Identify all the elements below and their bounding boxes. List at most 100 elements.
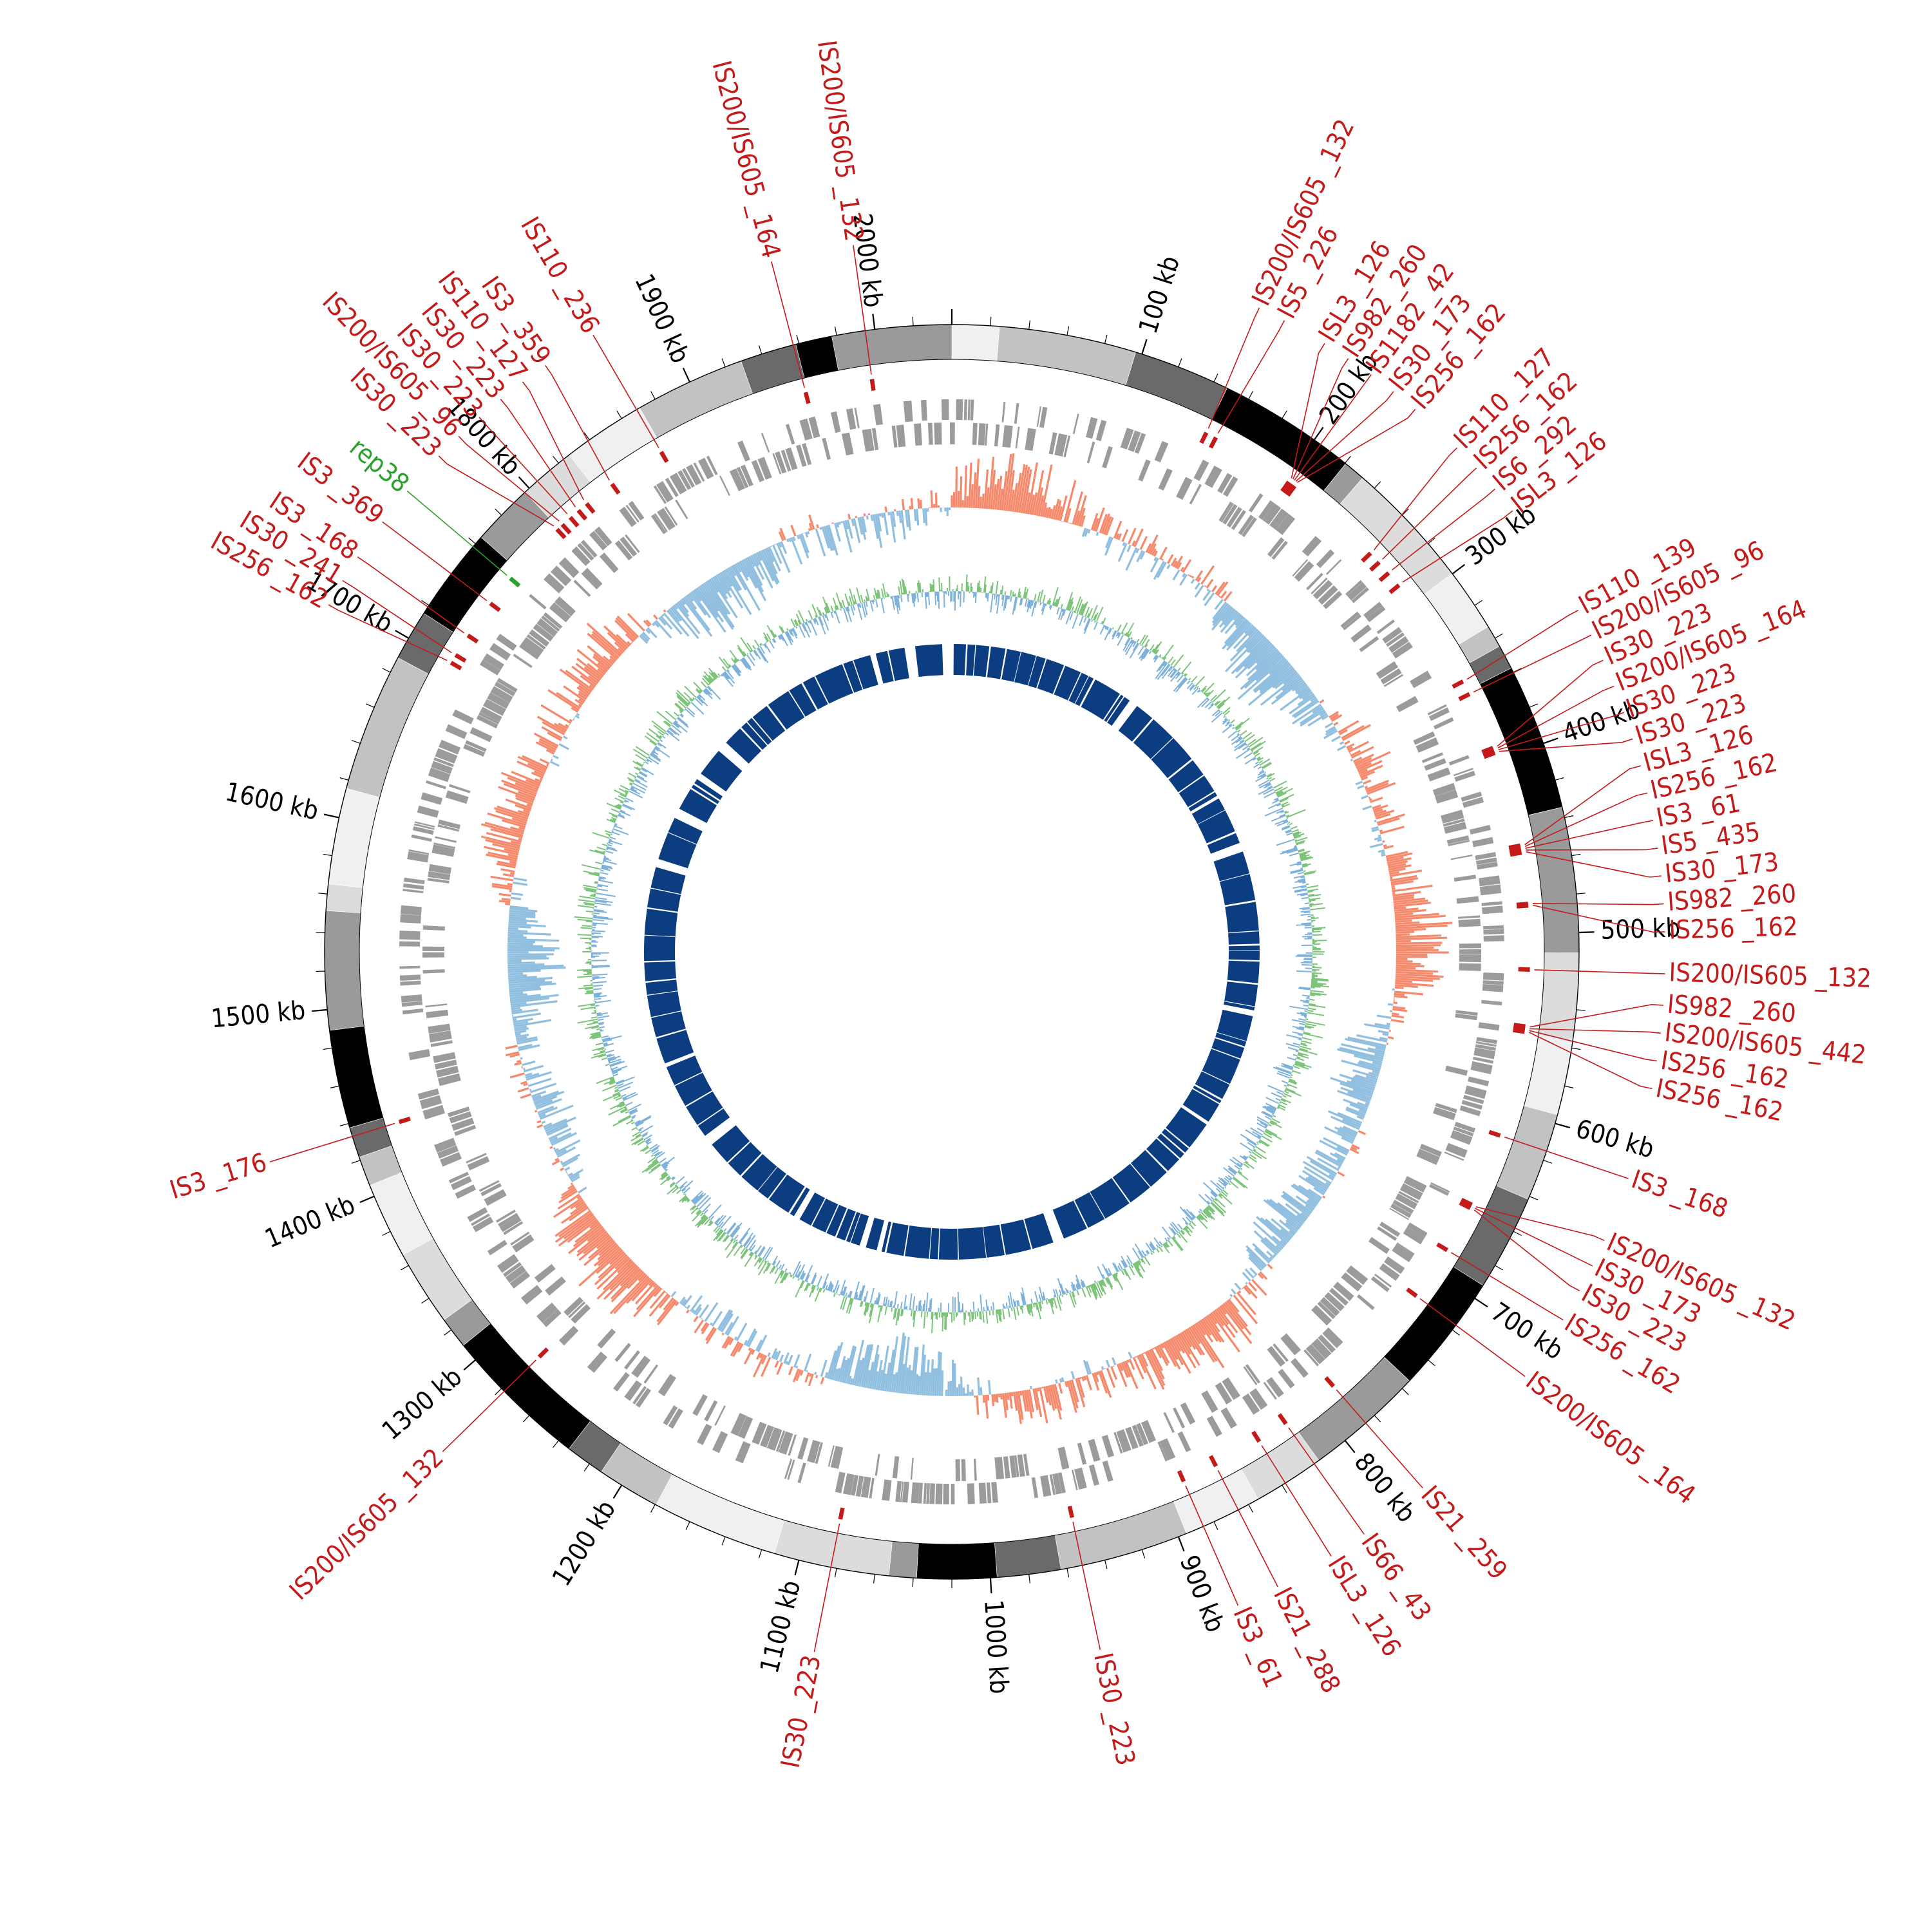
orf-block — [891, 425, 898, 448]
orf-block — [1072, 413, 1079, 435]
orf-block — [467, 1207, 488, 1222]
orf-block — [422, 946, 444, 951]
callout-leader — [1185, 1485, 1239, 1606]
callout-leader — [1475, 1206, 1605, 1242]
orf-block — [1001, 401, 1006, 422]
orf-block — [698, 457, 714, 480]
orf-block — [1242, 1393, 1260, 1415]
minor-tick — [1401, 1388, 1409, 1396]
orf-block — [1280, 1333, 1302, 1356]
callout-leader — [1382, 468, 1477, 560]
orf-block — [632, 1386, 647, 1405]
orf-block — [663, 1405, 678, 1426]
orf-block — [1311, 1338, 1332, 1359]
orf-block — [963, 399, 968, 421]
inner-block-track — [643, 644, 1260, 1260]
orf-block — [950, 422, 953, 444]
orf-block — [1379, 1222, 1401, 1237]
orf-block — [1292, 559, 1309, 577]
orf-block — [1462, 797, 1484, 808]
orf-block — [1376, 619, 1395, 634]
orf-block — [448, 1106, 470, 1117]
orf-block — [1243, 1366, 1258, 1385]
orf-block — [613, 1372, 630, 1392]
orf-block — [1324, 1292, 1345, 1312]
orf-block — [497, 1254, 519, 1273]
is-element-mark — [1177, 1470, 1186, 1482]
callout-leader — [1524, 765, 1641, 846]
orf-block — [1136, 1423, 1149, 1445]
orf-block — [714, 1405, 726, 1426]
is-element-label: IS256 _162 — [1669, 912, 1798, 945]
orf-block — [761, 432, 770, 453]
is-element-mark — [1209, 1455, 1218, 1468]
orf-block — [480, 1183, 502, 1197]
orf-block — [978, 423, 986, 446]
orf-block — [437, 1073, 461, 1086]
homology-block — [1130, 1150, 1167, 1187]
homology-block — [958, 1227, 987, 1260]
homology-block — [1193, 1085, 1222, 1103]
orf-block — [693, 462, 705, 482]
orf-block — [1306, 573, 1323, 591]
callout-leader — [342, 580, 452, 654]
orf-block — [978, 1482, 987, 1504]
minor-tick — [1571, 1047, 1581, 1050]
orf-block — [496, 634, 517, 651]
orf-block — [1419, 1144, 1442, 1157]
homology-block — [643, 935, 676, 961]
major-tick — [1543, 737, 1558, 744]
orf-block — [1245, 1364, 1261, 1384]
contig-segment — [831, 324, 952, 371]
orf-block — [892, 1456, 900, 1479]
orf-block — [914, 423, 922, 446]
homology-block — [1168, 760, 1204, 793]
orf-block — [421, 792, 443, 805]
orf-block — [1333, 1282, 1354, 1302]
contig-segment — [324, 910, 365, 1031]
kb-tick-label: 1400 kb — [261, 1190, 359, 1255]
kb-tick-label: 1200 kb — [547, 1495, 621, 1591]
orf-block — [635, 1388, 651, 1408]
orf-block — [417, 805, 439, 818]
orf-block — [536, 618, 558, 638]
orf-block — [429, 1030, 452, 1043]
orf-block — [1086, 417, 1098, 439]
minor-tick — [1571, 853, 1581, 857]
homology-block — [1151, 738, 1192, 779]
orf-block — [896, 424, 906, 448]
callout-leader — [1217, 320, 1285, 434]
homology-block — [1217, 1009, 1253, 1041]
callout-leader — [1373, 447, 1457, 551]
orf-block — [426, 780, 446, 790]
callout-leader — [1532, 904, 1665, 933]
minor-tick — [1529, 1196, 1539, 1200]
orf-block — [1445, 1142, 1468, 1158]
major-tick — [1452, 564, 1466, 574]
minor-tick — [1066, 326, 1070, 336]
homology-block — [1224, 1001, 1255, 1010]
orf-block — [1057, 1446, 1070, 1470]
orf-block — [489, 643, 511, 661]
orf-block — [1464, 1085, 1487, 1099]
minor-tick — [330, 1085, 339, 1088]
orf-block — [1453, 768, 1473, 777]
homology-block — [1074, 1192, 1105, 1228]
minor-tick — [495, 508, 502, 516]
orf-block — [1036, 406, 1041, 427]
homology-block — [1107, 697, 1130, 726]
orf-block — [1074, 1467, 1087, 1490]
orf-block — [1134, 433, 1146, 454]
homology-block — [966, 644, 976, 676]
orf-block — [472, 1217, 494, 1233]
orf-block — [1377, 1226, 1397, 1241]
homology-block — [914, 644, 943, 677]
gc-skew-negative — [507, 507, 1395, 1397]
orf-block — [1132, 1425, 1144, 1447]
homology-block — [1054, 665, 1081, 701]
orf-block — [1320, 1297, 1340, 1316]
orf-block — [1359, 636, 1379, 652]
is-element-mark — [659, 451, 669, 463]
homology-block — [1195, 1071, 1230, 1099]
